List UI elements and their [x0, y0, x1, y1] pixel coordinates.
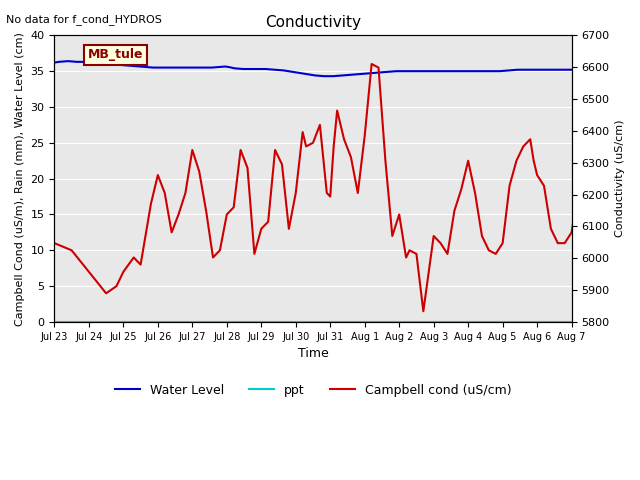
Title: Conductivity: Conductivity: [265, 15, 361, 30]
Text: MB_tule: MB_tule: [88, 48, 143, 61]
Text: No data for f_cond_HYDROS: No data for f_cond_HYDROS: [6, 14, 163, 25]
Legend: Water Level, ppt, Campbell cond (uS/cm): Water Level, ppt, Campbell cond (uS/cm): [109, 379, 516, 402]
Y-axis label: Campbell Cond (uS/m), Rain (mm), Water Level (cm): Campbell Cond (uS/m), Rain (mm), Water L…: [15, 32, 25, 325]
X-axis label: Time: Time: [298, 347, 328, 360]
Y-axis label: Conductivity (uS/cm): Conductivity (uS/cm): [615, 120, 625, 238]
